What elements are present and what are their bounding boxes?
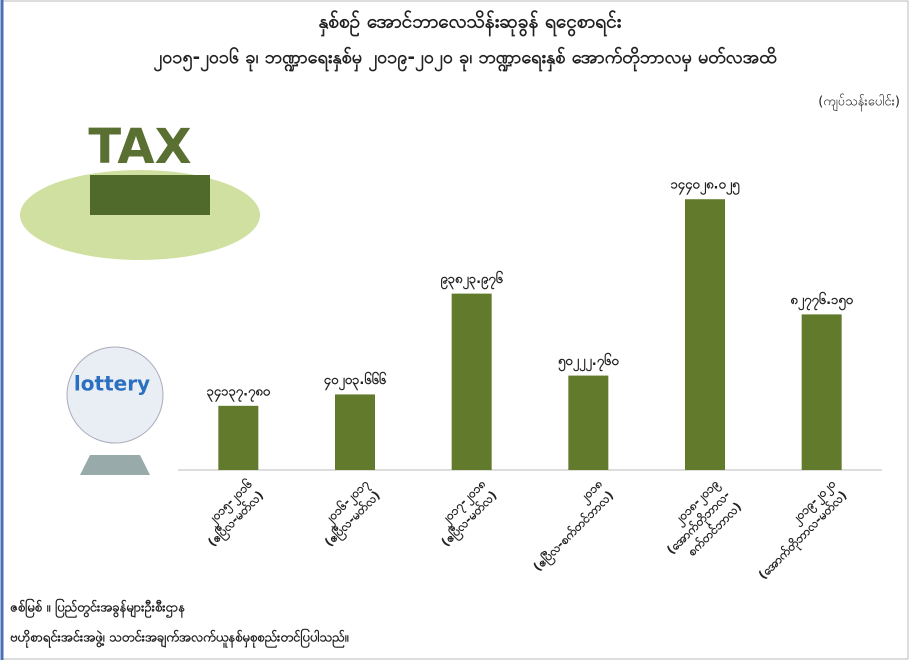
value-label: ၃၄၁၃၇.၇၈၀ [207, 384, 271, 402]
source-line: ဗဟိုစာရင်းအင်းအဖွဲ့၊ သတင်းအချက်အလက်ယူနစ်… [10, 628, 350, 649]
tax-money [90, 175, 210, 215]
bar [335, 394, 375, 470]
tax-illustration: TAX [20, 119, 260, 260]
value-label: ၁၄၄၀၂၈.၀၂၅ [670, 178, 740, 196]
bar [801, 314, 842, 470]
lottery-illustration: lottery [66, 346, 164, 475]
bar [685, 199, 725, 471]
value-label: ၈၂၇၇၆.၁၅၀ [790, 291, 853, 311]
source-line: ဇစ်မြစ် ။ ပြည်တွင်းအခွန်များဦးစီးဌာန [10, 598, 186, 619]
value-label: ၉၃၈၂၃.၉၇၆ [440, 270, 503, 290]
unit-label: (ကျပ်သန်းပေါင်း) [818, 94, 900, 112]
bar [568, 375, 609, 470]
lottery-text: lottery [74, 372, 150, 396]
bar [218, 405, 259, 470]
lottery-stand [80, 455, 150, 475]
value-label: ၅၀၂၂၂.၇၆၀ [558, 352, 619, 372]
chart-subtitle: ၂၀၁၅-၂၀၁၆ ခု၊ ဘဏ္ဍာရေးနှစ်မှ ၂၀၁၉-၂၀၂၀ ခ… [153, 46, 776, 72]
lottery-globe [66, 346, 164, 444]
bar [451, 293, 492, 470]
tax-text: TAX [88, 119, 191, 175]
value-label: ၄၀၂၀၃.၆၆၆ [324, 371, 387, 391]
